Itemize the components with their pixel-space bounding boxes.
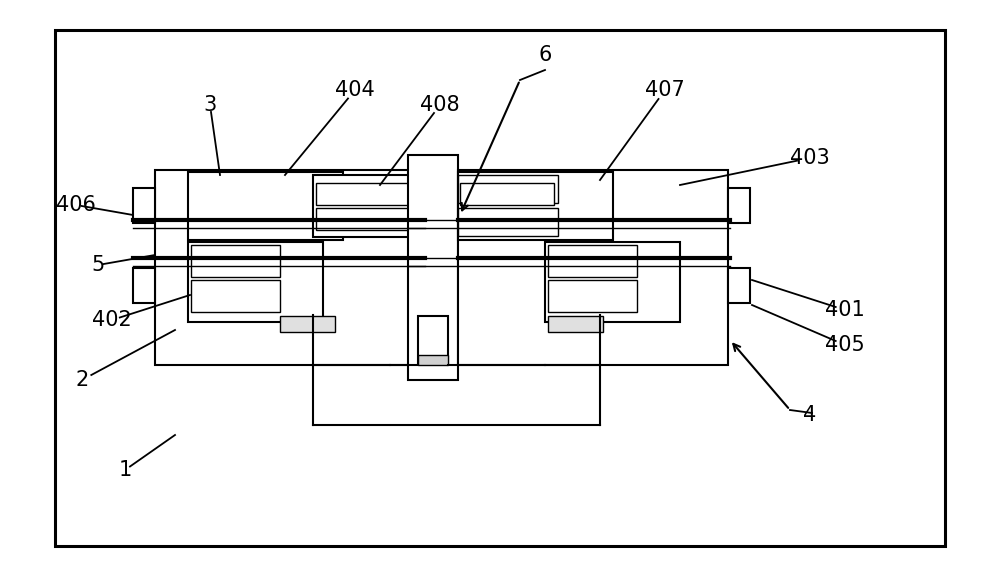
Bar — [188, 242, 323, 322]
Bar — [728, 188, 750, 223]
Bar — [188, 172, 343, 240]
Bar — [460, 183, 554, 205]
Bar — [458, 175, 558, 203]
Bar — [458, 208, 558, 236]
Bar — [313, 175, 413, 237]
Text: 408: 408 — [420, 95, 460, 115]
Bar — [548, 280, 637, 312]
Text: 405: 405 — [825, 335, 865, 355]
Bar — [548, 245, 637, 277]
Text: 4: 4 — [803, 405, 817, 425]
Bar — [458, 170, 728, 365]
Bar — [418, 316, 448, 364]
Bar — [55, 30, 945, 546]
Text: 2: 2 — [75, 370, 89, 390]
Bar — [545, 242, 680, 322]
Bar — [133, 188, 155, 223]
Bar — [316, 183, 410, 205]
Bar — [155, 170, 425, 365]
Bar — [133, 268, 155, 303]
Bar — [191, 280, 280, 312]
Text: 403: 403 — [790, 148, 830, 168]
Text: 404: 404 — [335, 80, 375, 100]
Text: 402: 402 — [92, 310, 132, 330]
Bar — [191, 245, 280, 277]
Text: 5: 5 — [91, 255, 105, 275]
Bar — [408, 155, 458, 380]
Bar — [458, 172, 613, 240]
Text: 401: 401 — [825, 300, 865, 320]
Bar — [548, 316, 603, 332]
Bar — [418, 355, 448, 365]
Text: 3: 3 — [203, 95, 217, 115]
Text: 406: 406 — [56, 195, 96, 215]
Text: 407: 407 — [645, 80, 685, 100]
Text: 6: 6 — [538, 45, 552, 65]
Text: 1: 1 — [118, 460, 132, 480]
Bar — [728, 268, 750, 303]
Bar — [280, 316, 335, 332]
Bar — [316, 208, 410, 230]
